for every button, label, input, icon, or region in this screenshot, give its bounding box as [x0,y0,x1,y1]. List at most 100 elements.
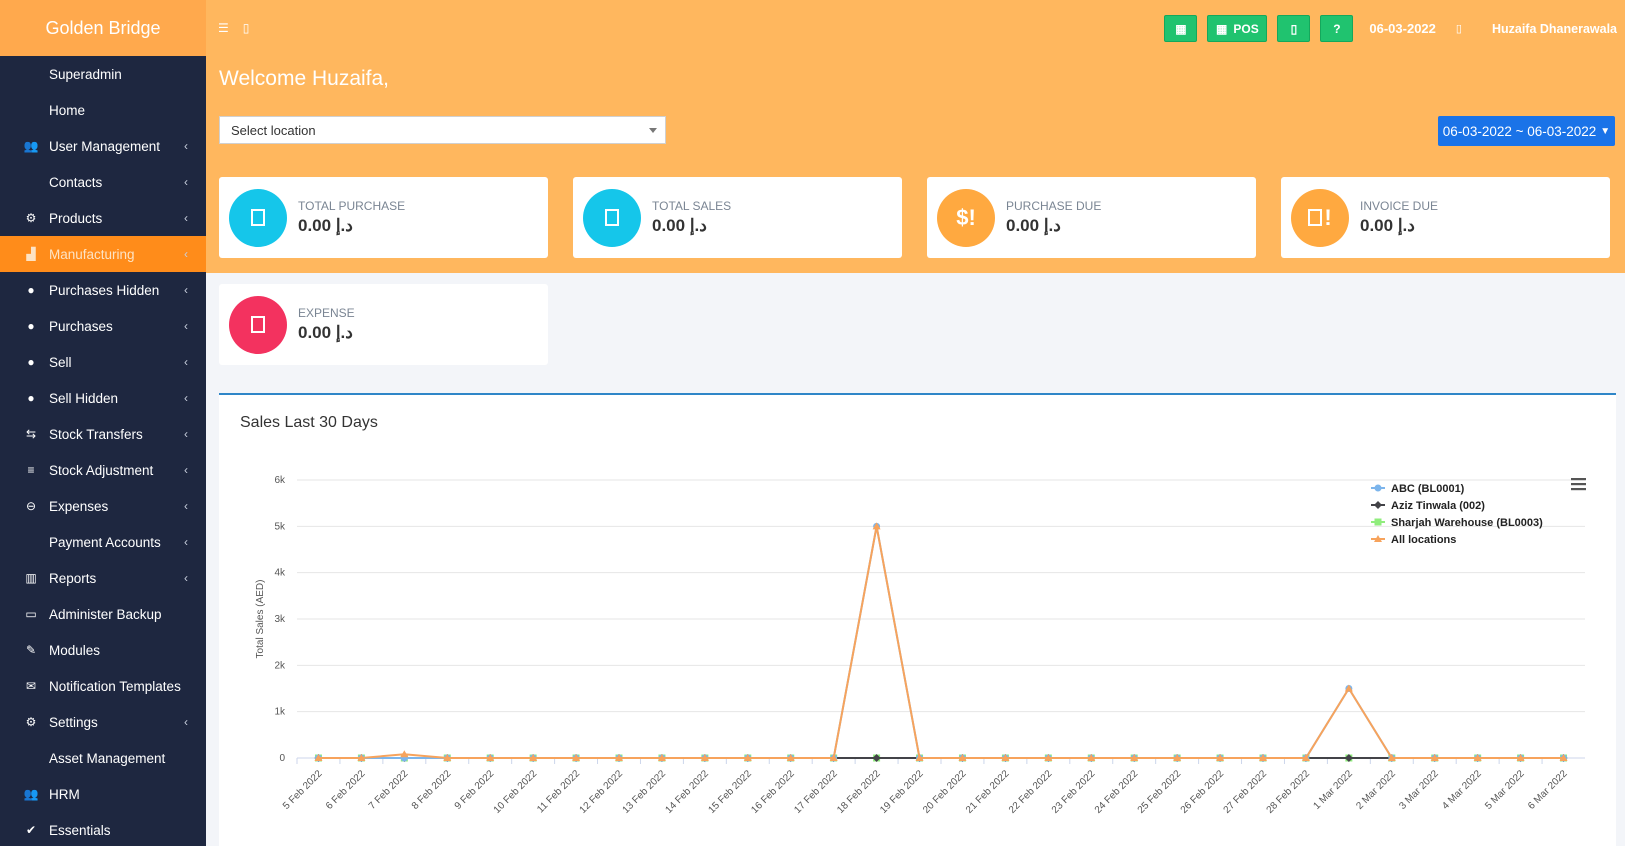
x-tick-label: 4 Mar 2022 [1440,768,1484,812]
sidebar-item-stock-transfers[interactable]: ⇆ Stock Transfers ‹ [0,416,206,452]
data-point [1301,754,1310,761]
chevron-down-icon [649,128,657,133]
y-tick-label: 3k [274,614,286,625]
x-tick-label: 14 Feb 2022 [663,768,711,816]
data-point [1387,754,1396,761]
fullscreen-icon[interactable]: ▯ [242,21,250,35]
date-range-button[interactable]: 06-03-2022 ~ 06-03-2022 ▼ [1438,116,1615,146]
sidebar-item-contacts[interactable]: Contacts ‹ [0,164,206,200]
user-menu[interactable]: Huzaifa Dhanerawala [1491,21,1617,36]
sidebar-item-icon: ✉ [25,679,37,693]
legend-marker [1374,501,1382,509]
sidebar-item-products[interactable]: ⚙ Products ‹ [0,200,206,236]
data-point [572,754,581,761]
stat-card-icon [229,188,287,247]
stat-card-invoice-due: ! INVOICE DUE 0.00 د.إ [1281,177,1610,258]
chart-menu-bar [1571,483,1586,486]
x-tick-label: 15 Feb 2022 [706,768,754,816]
help-button[interactable]: ? [1320,15,1354,42]
sidebar-item-purchases[interactable]: ● Purchases ‹ [0,308,206,344]
brand-logo[interactable]: Golden Bridge [0,0,206,56]
sidebar-item-administer-backup[interactable]: ▭ Administer Backup [0,596,206,632]
sidebar-item-icon: ⚙ [25,211,37,225]
data-point [1473,754,1482,761]
x-tick-label: 16 Feb 2022 [749,768,797,816]
sidebar-item-user-management[interactable]: 👥 User Management ‹ [0,128,206,164]
bell-icon[interactable]: ▯ [1455,23,1462,35]
x-tick-label: 6 Feb 2022 [324,768,368,812]
sidebar-item-notification-templates[interactable]: ✉ Notification Templates [0,668,206,704]
sidebar-item-stock-adjustment[interactable]: ≡ Stock Adjustment ‹ [0,452,206,488]
sidebar-item-sell[interactable]: ● Sell ‹ [0,344,206,380]
sidebar-item-essentials[interactable]: ✔ Essentials [0,812,206,846]
chart-menu-bar [1571,478,1586,481]
data-point [1001,754,1010,761]
data-point [1173,754,1182,761]
sidebar-item-label: Administer Backup [49,606,162,622]
calculator-button[interactable]: ▦ [1164,15,1198,42]
sidebar-item-icon: 👥 [23,787,39,801]
data-point [615,754,623,761]
sidebar-item-label: Modules [49,642,101,658]
sidebar-item-label: Settings [49,714,98,730]
y-tick-label: 6k [274,475,286,486]
data-point [829,754,838,761]
location-select[interactable]: Select location [219,116,666,144]
y-tick-label: 5k [274,521,286,532]
caret-down-icon: ▼ [1600,125,1611,137]
sidebar-item-icon: ✎ [25,643,37,657]
sidebar-item-expenses[interactable]: ⊖ Expenses ‹ [0,488,206,524]
sidebar-item-payment-accounts[interactable]: Payment Accounts ‹ [0,524,206,560]
sidebar-item-reports[interactable]: ▥ Reports ‹ [0,560,206,596]
data-point [657,754,666,761]
sidebar-item-label: Expenses [49,498,109,514]
x-tick-label: 20 Feb 2022 [921,768,969,816]
data-point [872,522,881,530]
chevron-left-icon: ‹ [184,283,188,297]
x-tick-label: 10 Feb 2022 [492,768,540,816]
x-tick-label: 27 Feb 2022 [1222,768,1270,816]
sidebar-item-label: Stock Transfers [49,426,143,442]
sidebar-item-sell-hidden[interactable]: ● Sell Hidden ‹ [0,380,206,416]
sidebar-item-label: Payment Accounts [49,534,161,550]
data-point [700,754,709,761]
sidebar-item-icon: ▟ [26,247,36,261]
data-point [357,754,366,761]
legend-item-label: All locations [1391,534,1456,546]
data-point [443,754,452,761]
pos-button[interactable]: ▦ POS [1207,15,1268,42]
sidebar-item-manufacturing[interactable]: ▟ Manufacturing ‹ [0,236,206,272]
sidebar-item-settings[interactable]: ⚙ Settings ‹ [0,704,206,740]
sidebar-item-superadmin[interactable]: Superadmin [0,56,206,92]
chevron-left-icon: ‹ [184,427,188,441]
topbar: ☰ ▯ ▦ ▦ POS ▯ ? 06-03-2022 ▯ Huzaifa Dhan… [206,0,1625,56]
document-button[interactable]: ▯ [1277,15,1311,42]
sidebar-item-label: Sell [49,354,72,370]
sidebar-item-hrm[interactable]: 👥 HRM [0,776,206,812]
chevron-left-icon: ‹ [184,571,188,585]
data-point [1559,754,1568,761]
data-point [1216,754,1225,761]
sales-chart-panel: Sales Last 30 Days 0 1k 2k 3k 4k 5k 6k Total Sa… [219,393,1616,846]
sidebar-item-modules[interactable]: ✎ Modules [0,632,206,668]
sidebar-item-label: Reports [49,570,97,586]
hamburger-icon[interactable]: ☰ [218,21,229,35]
x-tick-label: 6 Mar 2022 [1526,768,1570,812]
document-icon: ▯ [1290,21,1298,36]
x-tick-label: 25 Feb 2022 [1136,768,1184,816]
x-tick-label: 17 Feb 2022 [792,768,840,816]
sidebar-item-purchases-hidden[interactable]: ● Purchases Hidden ‹ [0,272,206,308]
chart-panel-title: Sales Last 30 Days [240,414,378,431]
sidebar-item-home[interactable]: Home [0,92,206,128]
x-tick-label: 8 Feb 2022 [410,768,454,812]
sidebar-item-label: Manufacturing [49,246,135,262]
x-tick-label: 9 Feb 2022 [453,768,497,812]
sidebar-item-asset-management[interactable]: Asset Management [0,740,206,776]
chart-menu-icon[interactable] [1571,478,1586,491]
sidebar-item-label: HRM [49,786,80,802]
grid-icon: ▦ [1216,21,1228,36]
stat-card-purchase-due: $! PURCHASE DUE 0.00 د.إ [927,177,1256,258]
series-line-0 [318,526,1564,759]
sidebar-item-icon: ▥ [25,571,37,585]
